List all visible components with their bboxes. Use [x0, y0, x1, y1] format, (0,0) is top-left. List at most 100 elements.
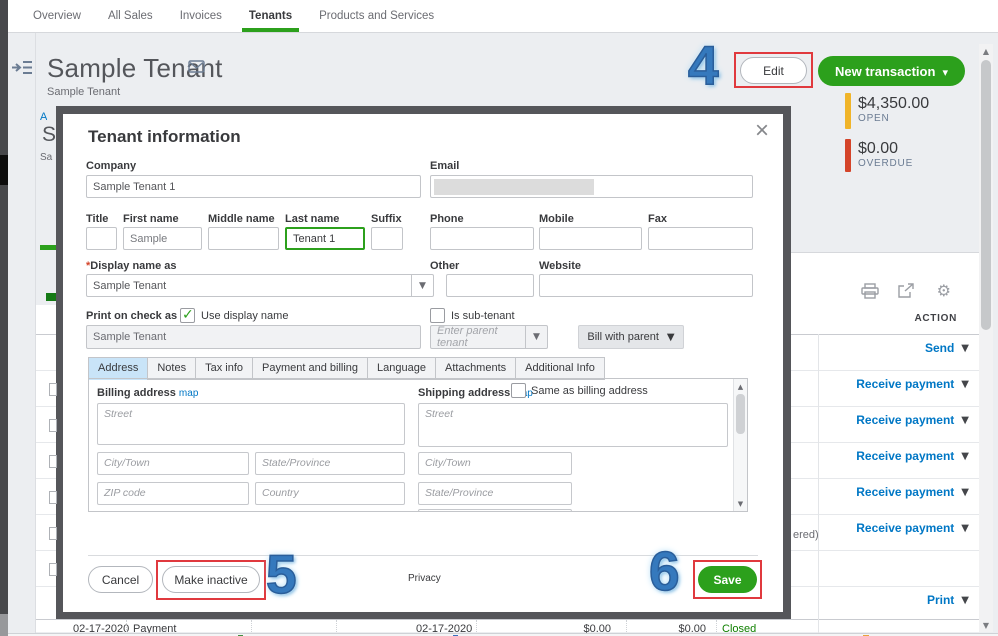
save-button[interactable]: Save — [698, 566, 757, 593]
receive-payment-link[interactable]: Receive payment — [856, 413, 955, 427]
suffix-label: Suffix — [371, 213, 402, 225]
tab-products-services[interactable]: Products and Services — [319, 10, 435, 22]
mobile-field[interactable] — [539, 227, 642, 250]
scroll-down-icon[interactable]: ▼ — [982, 620, 990, 630]
company-field[interactable] — [86, 175, 421, 198]
print-on-check-field[interactable] — [86, 325, 421, 349]
send-link[interactable]: Send — [924, 341, 955, 355]
scrollbar-thumb[interactable] — [981, 60, 991, 330]
page-scrollbar[interactable]: ▲ ▼ — [979, 44, 993, 632]
tab-address[interactable]: Address — [88, 357, 148, 380]
print-link[interactable]: Print — [926, 593, 955, 607]
address-panel-scrollbar[interactable]: ▲ ▼ — [733, 379, 747, 511]
bill-with-parent-select[interactable]: Bill with parent ▼ — [578, 325, 684, 349]
other-field[interactable] — [446, 274, 534, 297]
last-name-label: Last name — [285, 213, 340, 225]
bg-checkbox-fragment — [49, 563, 57, 576]
use-display-name-checkbox[interactable] — [180, 307, 195, 323]
tab-additional-info[interactable]: Additional Info — [515, 357, 605, 380]
website-field[interactable] — [539, 274, 753, 297]
bg-text-fragment: Sa — [40, 152, 53, 163]
bill-with-parent-value: Bill with parent — [587, 331, 659, 343]
edit-button-label: Edit — [763, 63, 784, 78]
title-field[interactable] — [86, 227, 117, 250]
billing-city-field[interactable]: City/Town — [97, 452, 249, 475]
phone-field[interactable] — [430, 227, 534, 250]
overdue-label: OVERDUE — [858, 158, 914, 169]
shipping-street-field[interactable]: Street — [418, 403, 728, 447]
chevron-down-icon[interactable]: ▼ — [411, 275, 433, 296]
chevron-down-icon[interactable]: ▼ — [961, 378, 969, 390]
billing-street-field[interactable]: Street — [97, 403, 405, 445]
chevron-down-icon[interactable]: ▼ — [961, 522, 969, 534]
tab-overview[interactable]: Overview — [33, 10, 81, 22]
tab-notes[interactable]: Notes — [147, 357, 196, 380]
print-icon[interactable] — [861, 283, 879, 304]
tab-language[interactable]: Language — [367, 357, 435, 380]
receive-payment-link[interactable]: Receive payment — [856, 485, 955, 499]
gear-icon[interactable]: ⚙ — [936, 281, 951, 300]
shipping-city-field[interactable]: City/Town — [418, 452, 572, 475]
display-name-label: *Display name as — [86, 260, 177, 272]
close-icon[interactable]: × — [754, 117, 769, 144]
chevron-down-icon[interactable]: ▼ — [961, 450, 969, 462]
chevron-down-icon: ▼ — [666, 331, 675, 343]
action-column-header: ACTION — [914, 313, 957, 324]
parent-tenant-select[interactable]: Enter parent tenant ▼ — [430, 325, 548, 349]
edit-button[interactable]: Edit — [740, 57, 807, 84]
last-name-field[interactable] — [285, 227, 365, 250]
annotation-step-5: 5 — [265, 542, 297, 606]
suffix-field[interactable] — [371, 227, 403, 250]
col-separator — [716, 620, 717, 634]
other-label: Other — [430, 260, 460, 272]
tab-tenants[interactable]: Tenants — [241, 10, 300, 32]
new-transaction-button[interactable]: New transaction — [818, 56, 965, 86]
receive-payment-link[interactable]: Receive payment — [856, 377, 955, 391]
middle-name-field[interactable] — [208, 227, 279, 250]
cancel-button[interactable]: Cancel — [88, 566, 153, 593]
same-as-billing-label: Same as billing address — [531, 385, 648, 397]
display-name-select[interactable]: Sample Tenant ▼ — [86, 274, 434, 297]
fax-field[interactable] — [648, 227, 753, 250]
same-as-billing-checkbox[interactable] — [511, 383, 526, 398]
fax-label: Fax — [648, 213, 667, 225]
tab-attachments[interactable]: Attachments — [435, 357, 516, 380]
export-icon[interactable] — [897, 283, 915, 304]
collapse-panel-icon[interactable] — [12, 60, 32, 80]
open-amount-bar — [845, 93, 851, 129]
annotation-step-6: 6 — [648, 539, 680, 603]
scrollbar-thumb[interactable] — [736, 394, 745, 434]
billing-country-field[interactable]: Country — [255, 482, 405, 505]
make-inactive-button[interactable]: Make inactive — [162, 566, 260, 593]
privacy-link[interactable]: Privacy — [408, 573, 441, 584]
scroll-up-icon[interactable]: ▲ — [737, 382, 744, 391]
shipping-state-field[interactable]: State/Province — [418, 482, 572, 505]
billing-state-field[interactable]: State/Province — [255, 452, 405, 475]
email-field[interactable] — [430, 175, 753, 198]
middle-name-label: Middle name — [208, 213, 275, 225]
billing-map-link[interactable]: map — [178, 388, 199, 399]
row-type: Payment — [133, 623, 177, 635]
first-name-label: First name — [123, 213, 179, 225]
page-title: Sample Tenant — [47, 53, 223, 83]
chevron-down-icon[interactable]: ▼ — [961, 594, 969, 606]
action-row-receive-payment: Receive payment ▼ — [856, 521, 969, 535]
envelope-icon[interactable] — [188, 60, 205, 78]
chevron-down-icon[interactable]: ▼ — [961, 486, 969, 498]
tab-all-sales[interactable]: All Sales — [107, 10, 153, 22]
chevron-down-icon[interactable]: ▼ — [961, 414, 969, 426]
tab-tax-info[interactable]: Tax info — [195, 357, 253, 380]
email-label: Email — [430, 160, 460, 172]
is-subtenant-checkbox[interactable] — [430, 308, 445, 323]
receive-payment-link[interactable]: Receive payment — [856, 521, 955, 535]
tab-payment-and-billing[interactable]: Payment and billing — [252, 357, 368, 380]
chevron-down-icon[interactable]: ▼ — [961, 342, 969, 354]
tab-invoices[interactable]: Invoices — [179, 10, 222, 22]
first-name-field[interactable] — [123, 227, 202, 250]
print-on-check-label: Print on check as — [86, 310, 178, 322]
bg-checkbox-fragment — [49, 455, 57, 468]
receive-payment-link[interactable]: Receive payment — [856, 449, 955, 463]
billing-zip-field[interactable]: ZIP code — [97, 482, 249, 505]
scroll-down-icon[interactable]: ▼ — [737, 499, 744, 508]
scroll-up-icon[interactable]: ▲ — [982, 46, 990, 56]
